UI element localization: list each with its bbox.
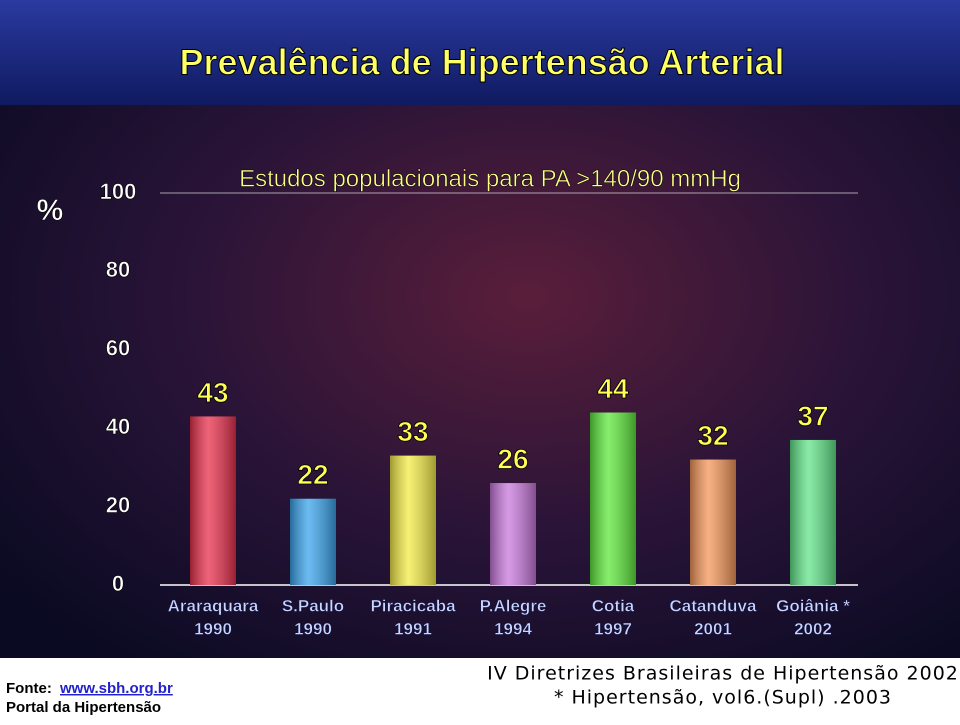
value-label: 37: [797, 400, 828, 431]
x-tick-label: Catanduva: [670, 596, 757, 615]
x-tick-label: 1990: [194, 619, 232, 638]
bar-shading: [590, 412, 636, 585]
y-axis-label: %: [37, 194, 64, 227]
y-tick-label: 80: [106, 257, 130, 282]
footer-note: * Hipertensão, vol6.(Supl) .2003: [554, 687, 892, 709]
bar-shading: [190, 416, 236, 585]
x-tick-label: 1990: [294, 619, 332, 638]
value-label: 43: [197, 377, 228, 408]
y-tick-label: 100: [100, 179, 137, 204]
y-tick-label: 60: [106, 336, 130, 361]
y-tick-label: 40: [106, 414, 130, 439]
x-tick-label: P.Alegre: [480, 596, 547, 615]
bar-shading: [390, 455, 436, 585]
title-band: [0, 0, 960, 105]
footer-portal: Portal da Hipertensão: [6, 699, 161, 716]
bar-shading: [690, 459, 736, 585]
bar-shading: [790, 439, 836, 585]
footer-source-link[interactable]: www.sbh.org.br: [59, 680, 173, 697]
y-tick-label: 0: [112, 571, 124, 596]
x-tick-label: Cotia: [592, 596, 635, 615]
x-tick-label: Piracicaba: [370, 596, 456, 615]
value-label: 33: [397, 416, 428, 447]
x-tick-label: 2002: [794, 619, 832, 638]
x-tick-label: S.Paulo: [282, 596, 344, 615]
bar-shading: [490, 483, 536, 585]
footer-reference: IV Diretrizes Brasileiras de Hipertensão…: [487, 663, 959, 685]
x-tick-label: 2001: [694, 619, 732, 638]
bar-shading: [290, 498, 336, 585]
value-label: 22: [297, 459, 328, 490]
value-label: 26: [497, 443, 528, 474]
x-tick-label: 1997: [594, 619, 632, 638]
value-label: 32: [697, 420, 728, 451]
footer-band: [0, 658, 960, 720]
x-tick-label: 1994: [494, 619, 532, 638]
value-label: 44: [597, 373, 629, 404]
x-tick-label: Goiânia *: [776, 596, 850, 615]
x-tick-label: Araraquara: [168, 596, 259, 615]
y-tick-label: 20: [106, 492, 130, 517]
chart-subtitle: Estudos populacionais para PA >140/90 mm…: [239, 165, 741, 192]
footer-source-label: Fonte:: [6, 680, 52, 697]
chart-title: Prevalência de Hipertensão Arterial: [180, 42, 785, 83]
x-tick-label: 1991: [394, 619, 432, 638]
